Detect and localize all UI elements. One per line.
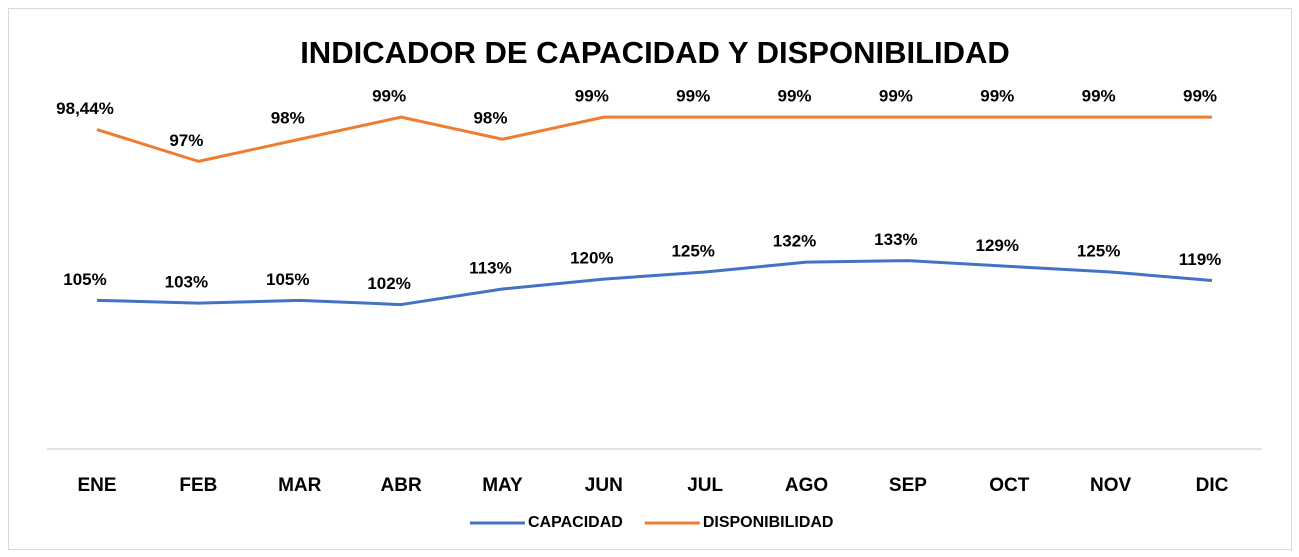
data-label: 105%: [266, 270, 309, 289]
data-label: 113%: [469, 258, 512, 277]
x-tick-label: MAY: [482, 475, 523, 496]
chart-title: INDICADOR DE CAPACIDAD Y DISPONIBILIDAD: [300, 35, 1010, 70]
data-label: 99%: [1183, 87, 1217, 106]
data-label: 97%: [169, 131, 203, 150]
data-label: 99%: [676, 87, 710, 106]
data-label: 98%: [271, 109, 305, 128]
line-series: [96, 259, 1213, 307]
legend-label: DISPONIBILIDAD: [703, 514, 834, 531]
x-tick-label: DIC: [1196, 475, 1229, 496]
data-label: 99%: [778, 87, 812, 106]
x-tick-label: SEP: [889, 475, 927, 496]
data-label: 99%: [879, 87, 913, 106]
data-label: 99%: [372, 87, 406, 106]
x-tick-label: ENE: [77, 475, 116, 496]
data-label: 99%: [980, 87, 1014, 106]
data-label: 99%: [1082, 87, 1116, 106]
data-label: 103%: [165, 273, 208, 292]
data-label: 125%: [1077, 241, 1120, 260]
x-tick-label: MAR: [278, 475, 322, 496]
data-label: 125%: [671, 241, 714, 260]
data-label: 105%: [63, 270, 106, 289]
x-tick-label: JUN: [585, 475, 623, 496]
data-label: 133%: [874, 230, 917, 249]
x-tick-label: OCT: [989, 475, 1030, 496]
x-tick-label: ABR: [381, 475, 422, 496]
data-label: 102%: [367, 274, 410, 293]
legend-label: CAPACIDAD: [528, 514, 623, 531]
data-label: 98%: [473, 109, 507, 128]
data-label: 129%: [976, 236, 1019, 255]
data-label: 99%: [575, 87, 609, 106]
chart-frame: [8, 8, 1292, 550]
x-tick-label: NOV: [1090, 475, 1132, 496]
x-tick-label: FEB: [179, 475, 217, 496]
data-label: 132%: [773, 232, 816, 251]
x-tick-label: AGO: [785, 475, 828, 496]
data-label: 120%: [570, 249, 613, 268]
x-tick-label: JUL: [687, 475, 723, 496]
line-series: [96, 115, 1212, 163]
data-label: 98,44%: [56, 99, 114, 118]
data-label: 119%: [1179, 250, 1222, 269]
